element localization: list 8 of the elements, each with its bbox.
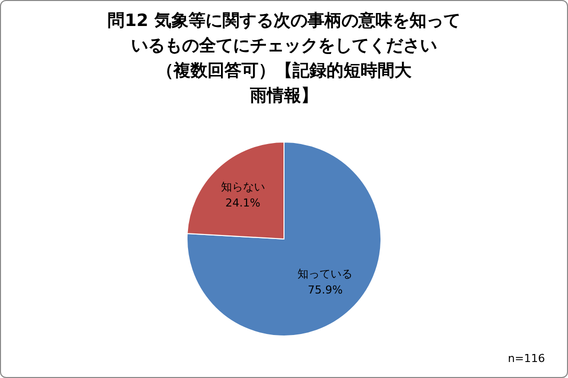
data-label: 24.1% [225,196,260,210]
data-label: 75.9% [308,284,343,297]
slice-label: 知っている [298,268,353,281]
chart-subtitle: （複数回答可）【記録的短時間大雨情報】 [156,60,412,108]
pie-slice [186,142,382,336]
chart-title: 問12 気象等に関する次の事柄の意味を知っているもの全てにチェックをしてください [106,10,462,58]
slice-label: 知らない [220,180,265,194]
text: n=116 [508,352,545,365]
